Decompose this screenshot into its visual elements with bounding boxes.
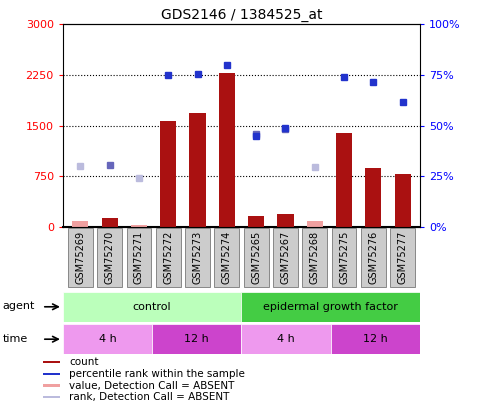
Bar [242, 324, 331, 354]
Bar [43, 361, 60, 363]
Bar [242, 292, 420, 322]
FancyBboxPatch shape [302, 228, 327, 287]
Bar [152, 324, 242, 354]
Bar [63, 292, 242, 322]
Text: agent: agent [2, 301, 35, 311]
FancyBboxPatch shape [68, 228, 93, 287]
Bar [63, 324, 152, 354]
Bar [307, 222, 323, 227]
FancyBboxPatch shape [273, 228, 298, 287]
Text: count: count [69, 357, 99, 367]
FancyBboxPatch shape [185, 228, 210, 287]
FancyBboxPatch shape [127, 228, 151, 287]
Text: GSM75268: GSM75268 [310, 230, 320, 284]
Text: GSM75276: GSM75276 [369, 230, 378, 284]
Text: 12 h: 12 h [363, 334, 388, 344]
Bar [160, 121, 176, 227]
Text: 12 h: 12 h [185, 334, 209, 344]
Text: percentile rank within the sample: percentile rank within the sample [69, 369, 245, 379]
Text: GSM75265: GSM75265 [251, 230, 261, 284]
Bar [131, 225, 147, 227]
Bar [43, 373, 60, 375]
FancyBboxPatch shape [156, 228, 181, 287]
Bar [101, 218, 118, 227]
FancyBboxPatch shape [244, 228, 269, 287]
FancyBboxPatch shape [97, 228, 122, 287]
Text: GSM75270: GSM75270 [105, 230, 114, 284]
FancyBboxPatch shape [361, 228, 386, 287]
Text: time: time [2, 334, 28, 344]
Text: GSM75277: GSM75277 [398, 230, 408, 284]
Bar [72, 222, 88, 227]
Bar [331, 324, 420, 354]
Text: GSM75275: GSM75275 [339, 230, 349, 284]
Text: GSM75274: GSM75274 [222, 230, 232, 284]
FancyBboxPatch shape [390, 228, 415, 287]
Text: 4 h: 4 h [277, 334, 295, 344]
Text: epidermal growth factor: epidermal growth factor [263, 302, 398, 312]
Text: GSM75272: GSM75272 [163, 230, 173, 284]
Bar [365, 168, 382, 227]
Text: control: control [133, 302, 171, 312]
Bar [248, 216, 264, 227]
FancyBboxPatch shape [332, 228, 356, 287]
Title: GDS2146 / 1384525_at: GDS2146 / 1384525_at [161, 8, 322, 22]
Bar [219, 73, 235, 227]
Text: GSM75271: GSM75271 [134, 230, 144, 284]
Bar [336, 133, 352, 227]
Text: GSM75267: GSM75267 [281, 230, 290, 284]
Bar [43, 384, 60, 387]
Bar [395, 174, 411, 227]
Text: GSM75273: GSM75273 [193, 230, 202, 284]
Text: value, Detection Call = ABSENT: value, Detection Call = ABSENT [69, 381, 234, 390]
Bar [277, 214, 294, 227]
Text: rank, Detection Call = ABSENT: rank, Detection Call = ABSENT [69, 392, 229, 402]
FancyBboxPatch shape [214, 228, 239, 287]
Text: 4 h: 4 h [99, 334, 116, 344]
Bar [43, 396, 60, 398]
Text: GSM75269: GSM75269 [75, 230, 85, 284]
Bar [189, 113, 206, 227]
